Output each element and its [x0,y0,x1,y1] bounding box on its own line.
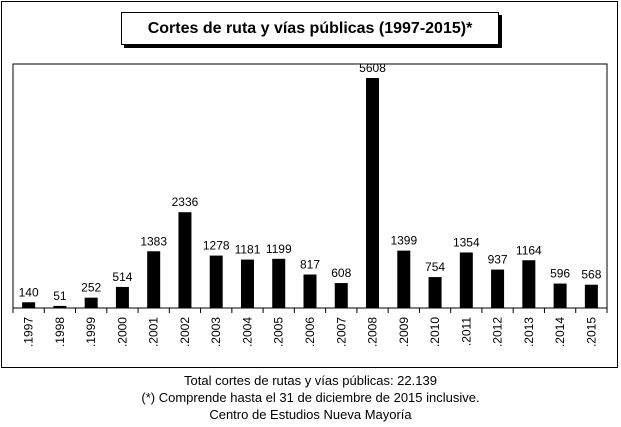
bar-2001 [147,251,161,308]
x-tick-label: .2004 [240,317,254,347]
bar-1997 [22,302,36,308]
x-tick-label: .1997 [22,317,36,347]
bar-2004 [240,259,254,308]
bar-1998 [53,305,67,308]
bar-2005 [272,258,286,308]
data-label: 1181 [235,243,261,257]
bar-2013 [522,260,536,308]
x-tick-label: .2010 [428,317,442,347]
x-tick-label: .2000 [115,317,129,347]
data-label: 140 [19,285,39,299]
bar-2003 [209,255,223,308]
data-label: 1354 [453,235,480,249]
bar-2009 [397,250,411,308]
data-label: 514 [112,270,132,284]
bar-2007 [334,283,348,308]
bar-chart: 140 .1997 51 .1998 252 .1999 514 .2000 1383 .2001… [12,61,608,347]
x-tick-label: .2002 [178,317,192,347]
bar-2015 [584,284,598,308]
data-label: 5608 [359,61,386,75]
data-label: 937 [488,253,508,267]
bar-2008 [366,78,380,308]
bar-2012 [491,269,505,308]
x-tick-label: .2012 [491,317,505,347]
chart-frame [1,1,618,368]
chart-title: Cortes de ruta y vías públicas (1997-201… [121,12,499,45]
data-label: 1199 [266,242,292,256]
data-label: 2336 [172,195,199,209]
footer-note: (*) Comprende hasta el 31 de diciembre d… [141,390,480,405]
bar-1999 [84,297,98,308]
x-tick-label: .1999 [84,317,98,347]
data-label: 1164 [516,243,542,257]
x-tick-label: .1998 [53,317,67,347]
x-tick-label: .2008 [366,317,380,347]
data-label: 1278 [203,239,230,253]
data-label: 1383 [140,234,167,248]
x-tick-label: .2007 [334,317,348,347]
data-label: 596 [550,267,570,281]
x-tick-label: .2014 [553,317,567,347]
x-tick-label: .2009 [397,317,411,347]
data-label: 754 [425,260,445,274]
x-tick-label: .2003 [209,317,223,347]
bar-2014 [553,283,567,308]
data-label: 608 [331,266,351,280]
data-label: 568 [581,268,601,282]
bar-2002 [178,212,192,308]
x-tick-label: .2005 [272,317,286,347]
x-tick-label: .2011 [459,317,473,346]
bar-2010 [428,277,442,308]
data-label: 252 [81,281,101,295]
footer-total: Total cortes de rutas y vías públicas: 2… [184,373,437,388]
data-label: 1399 [390,234,417,248]
x-tick-label: .2006 [303,317,317,347]
footer-source: Centro de Estudios Nueva Mayoría [209,407,412,422]
x-tick-label: .2001 [147,317,161,347]
bar-2006 [303,274,317,308]
data-label: 817 [300,257,320,271]
x-tick-label: .2015 [584,317,598,347]
data-label: 51 [53,289,67,303]
bar-2011 [459,252,473,308]
x-tick-label: .2013 [522,317,536,347]
bar-2000 [115,286,129,308]
